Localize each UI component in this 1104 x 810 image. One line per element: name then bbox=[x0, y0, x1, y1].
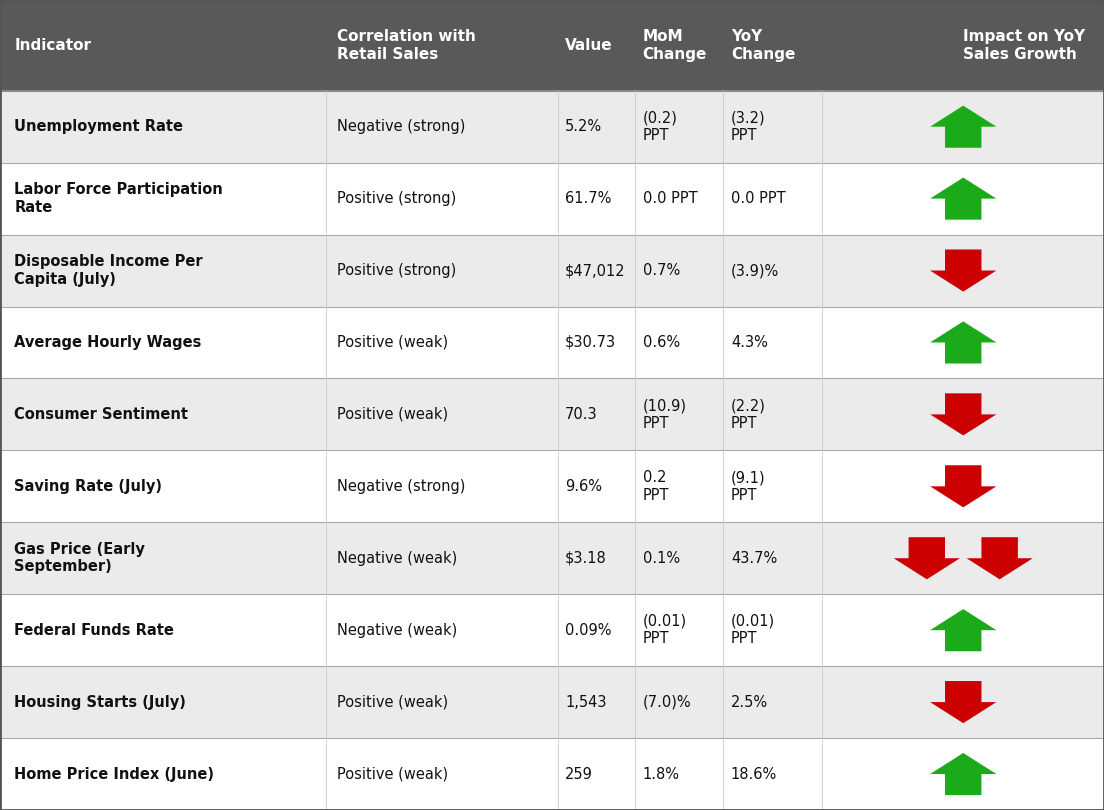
Text: Positive (strong): Positive (strong) bbox=[337, 263, 456, 278]
Text: Home Price Index (June): Home Price Index (June) bbox=[14, 766, 214, 782]
Bar bbox=[0, 450, 1104, 522]
Text: (10.9)
PPT: (10.9) PPT bbox=[643, 399, 687, 431]
Text: 61.7%: 61.7% bbox=[565, 191, 612, 206]
Bar bbox=[0, 235, 1104, 306]
Text: Negative (weak): Negative (weak) bbox=[337, 623, 457, 637]
Text: $47,012: $47,012 bbox=[565, 263, 626, 278]
Text: Consumer Sentiment: Consumer Sentiment bbox=[14, 407, 189, 422]
Text: 18.6%: 18.6% bbox=[731, 766, 777, 782]
Bar bbox=[0, 0, 1104, 91]
Text: Positive (weak): Positive (weak) bbox=[337, 695, 448, 710]
Text: Negative (strong): Negative (strong) bbox=[337, 119, 465, 134]
Polygon shape bbox=[930, 609, 997, 651]
Polygon shape bbox=[930, 322, 997, 364]
Text: Indicator: Indicator bbox=[14, 38, 92, 53]
Text: 1.8%: 1.8% bbox=[643, 766, 680, 782]
Text: Housing Starts (July): Housing Starts (July) bbox=[14, 695, 187, 710]
Text: (3.9)%: (3.9)% bbox=[731, 263, 779, 278]
Text: 5.2%: 5.2% bbox=[565, 119, 603, 134]
Bar bbox=[0, 163, 1104, 235]
Polygon shape bbox=[967, 537, 1033, 579]
Text: $3.18: $3.18 bbox=[565, 551, 607, 565]
Text: 0.2
PPT: 0.2 PPT bbox=[643, 470, 669, 502]
Text: Positive (weak): Positive (weak) bbox=[337, 407, 448, 422]
Text: Average Hourly Wages: Average Hourly Wages bbox=[14, 335, 202, 350]
Text: 1,543: 1,543 bbox=[565, 695, 607, 710]
Text: Saving Rate (July): Saving Rate (July) bbox=[14, 479, 162, 494]
Text: 70.3: 70.3 bbox=[565, 407, 598, 422]
Text: 0.6%: 0.6% bbox=[643, 335, 680, 350]
Text: Federal Funds Rate: Federal Funds Rate bbox=[14, 623, 174, 637]
Text: (2.2)
PPT: (2.2) PPT bbox=[731, 399, 766, 431]
Text: Negative (weak): Negative (weak) bbox=[337, 551, 457, 565]
Polygon shape bbox=[930, 177, 997, 220]
Bar bbox=[0, 522, 1104, 595]
Text: Value: Value bbox=[565, 38, 613, 53]
Text: (3.2)
PPT: (3.2) PPT bbox=[731, 110, 765, 143]
Polygon shape bbox=[894, 537, 960, 579]
Bar bbox=[0, 306, 1104, 378]
Text: 259: 259 bbox=[565, 766, 593, 782]
Text: Positive (weak): Positive (weak) bbox=[337, 335, 448, 350]
Bar bbox=[0, 738, 1104, 810]
Text: MoM
Change: MoM Change bbox=[643, 29, 707, 62]
Polygon shape bbox=[930, 105, 997, 147]
Bar bbox=[0, 91, 1104, 163]
Polygon shape bbox=[930, 681, 997, 723]
Text: 0.1%: 0.1% bbox=[643, 551, 680, 565]
Text: Positive (weak): Positive (weak) bbox=[337, 766, 448, 782]
Text: Impact on YoY
Sales Growth: Impact on YoY Sales Growth bbox=[963, 29, 1085, 62]
Text: Negative (strong): Negative (strong) bbox=[337, 479, 465, 494]
Text: (7.0)%: (7.0)% bbox=[643, 695, 691, 710]
Bar bbox=[0, 666, 1104, 738]
Bar bbox=[0, 595, 1104, 666]
Polygon shape bbox=[930, 753, 997, 795]
Text: 0.0 PPT: 0.0 PPT bbox=[643, 191, 697, 206]
Text: Labor Force Participation
Rate: Labor Force Participation Rate bbox=[14, 182, 223, 215]
Text: (9.1)
PPT: (9.1) PPT bbox=[731, 470, 765, 502]
Text: Positive (strong): Positive (strong) bbox=[337, 191, 456, 206]
Text: Unemployment Rate: Unemployment Rate bbox=[14, 119, 183, 134]
Text: 0.09%: 0.09% bbox=[565, 623, 612, 637]
Text: 9.6%: 9.6% bbox=[565, 479, 603, 494]
Text: (0.2)
PPT: (0.2) PPT bbox=[643, 110, 678, 143]
Polygon shape bbox=[930, 465, 997, 507]
Text: 4.3%: 4.3% bbox=[731, 335, 767, 350]
Text: Correlation with
Retail Sales: Correlation with Retail Sales bbox=[337, 29, 476, 62]
Text: 43.7%: 43.7% bbox=[731, 551, 777, 565]
Text: (0.01)
PPT: (0.01) PPT bbox=[643, 614, 687, 646]
Text: Disposable Income Per
Capita (July): Disposable Income Per Capita (July) bbox=[14, 254, 203, 287]
Polygon shape bbox=[930, 394, 997, 436]
Text: YoY
Change: YoY Change bbox=[731, 29, 795, 62]
Bar bbox=[0, 378, 1104, 450]
Text: $30.73: $30.73 bbox=[565, 335, 616, 350]
Text: Gas Price (Early
September): Gas Price (Early September) bbox=[14, 542, 146, 574]
Text: (0.01)
PPT: (0.01) PPT bbox=[731, 614, 775, 646]
Text: 0.7%: 0.7% bbox=[643, 263, 680, 278]
Polygon shape bbox=[930, 249, 997, 292]
Text: 2.5%: 2.5% bbox=[731, 695, 768, 710]
Text: 0.0 PPT: 0.0 PPT bbox=[731, 191, 785, 206]
